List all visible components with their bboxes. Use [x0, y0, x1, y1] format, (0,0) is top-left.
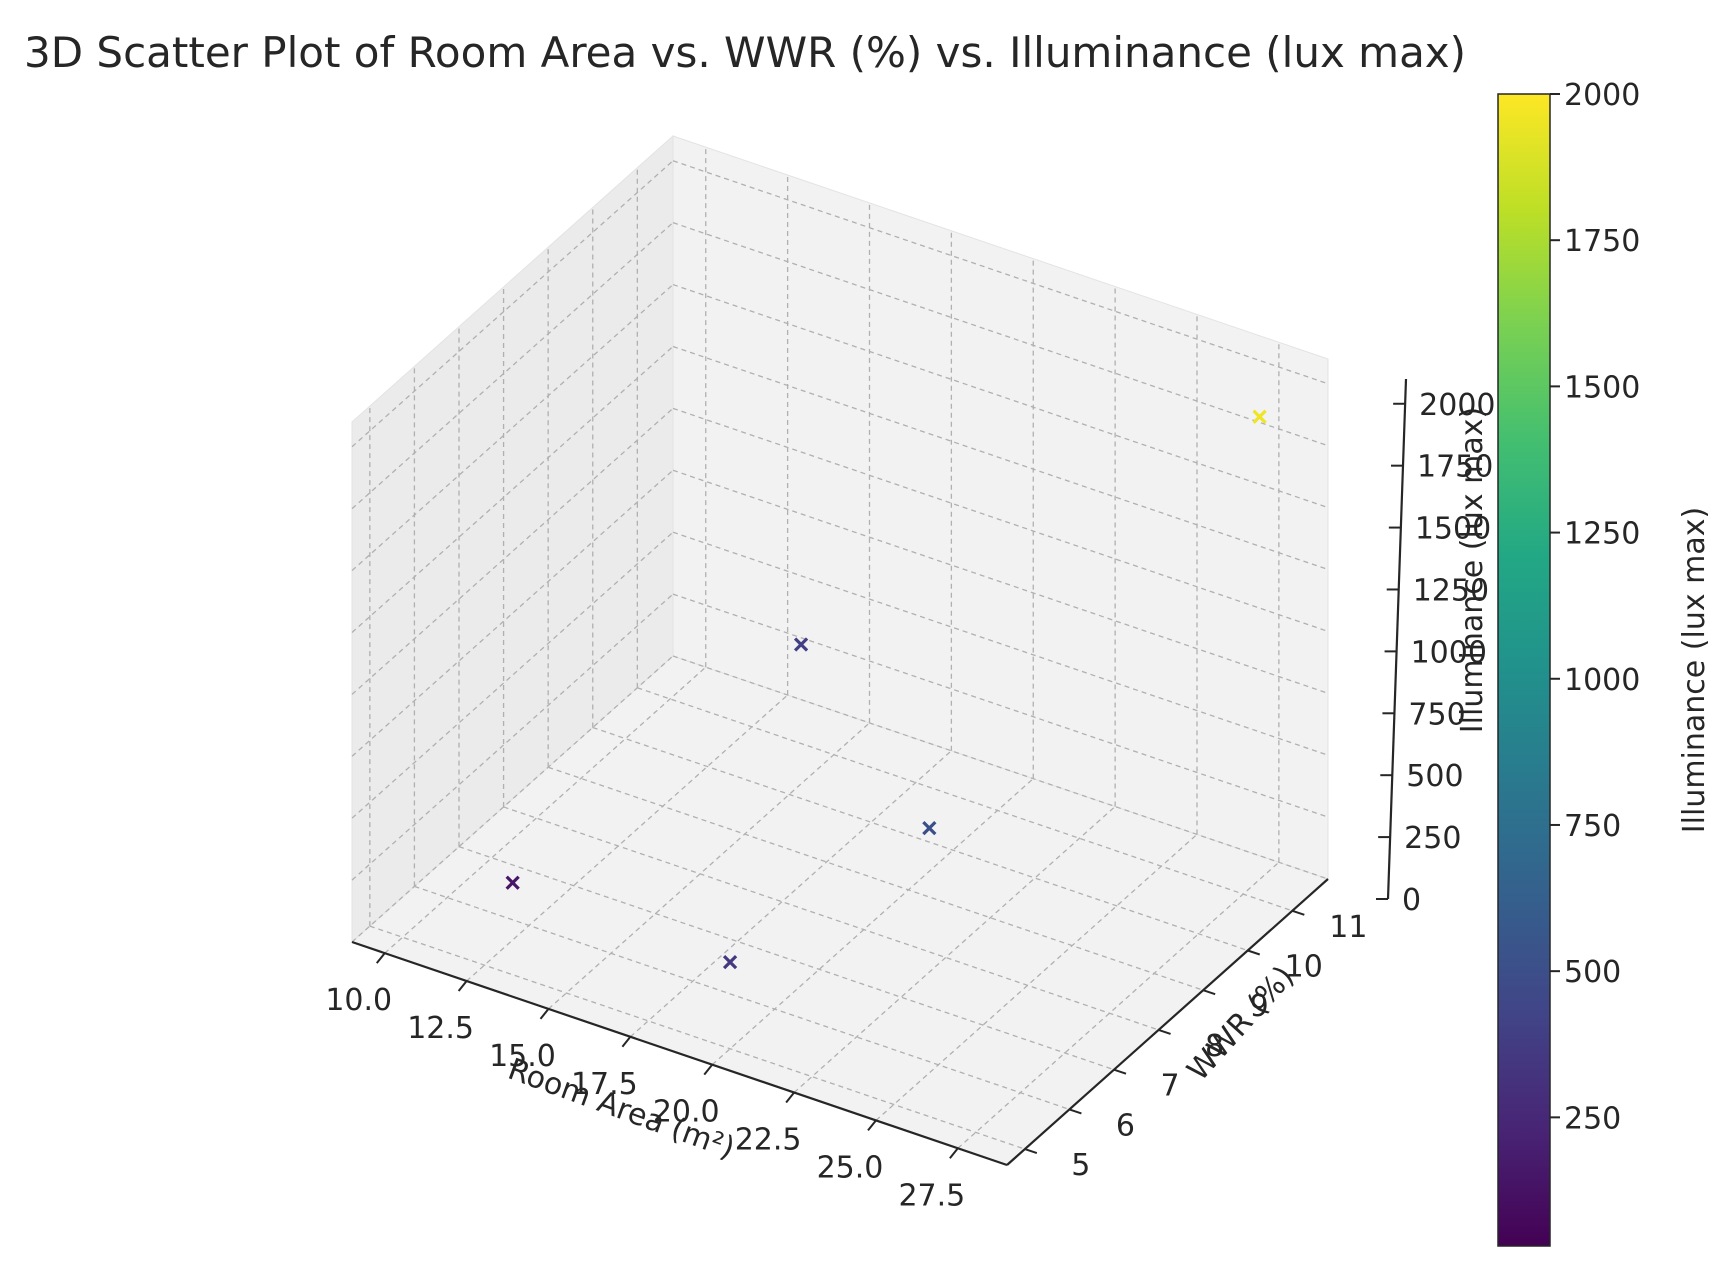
tick-labels: 10.012.515.017.520.022.525.027.556789101…: [325, 388, 1495, 1214]
y-tick-mark: [1024, 1148, 1038, 1155]
x-tick-label: 22.5: [735, 1123, 802, 1158]
x-tick-mark: [621, 1036, 632, 1048]
grid-line: [672, 531, 1329, 756]
data-point: [722, 954, 738, 970]
grid-line: [458, 846, 1115, 1071]
y-tick-label: 6: [1116, 1108, 1135, 1143]
grid-line: [672, 593, 1329, 818]
grid-line: [672, 222, 1329, 447]
z-axis-label: Illuminance (lux max): [1455, 407, 1490, 733]
x-tick-mark: [785, 1091, 795, 1104]
grid-line: [672, 160, 1329, 385]
colorbar-label: Illuminance (lux max): [1677, 507, 1712, 833]
grid-line: [547, 766, 1204, 991]
data-points: [505, 409, 1267, 970]
z-tick-label: 750: [1408, 697, 1465, 732]
colorbar-tick-label: 250: [1564, 1101, 1621, 1136]
grid-line: [592, 726, 1248, 952]
y-tick-label: 10: [1285, 950, 1323, 985]
x-tick-mark: [375, 952, 386, 964]
y-tick-label: 5: [1071, 1148, 1090, 1183]
x-tick-label: 17.5: [571, 1067, 638, 1102]
grid-line: [672, 469, 1329, 694]
chart-title: 3D Scatter Plot of Room Area vs. WWR (%)…: [24, 28, 1467, 77]
colorbar-tick-label: 750: [1564, 809, 1621, 844]
grid-line: [369, 925, 1026, 1150]
grid-lines: [351, 147, 1329, 1150]
x-tick-mark: [703, 1064, 714, 1076]
y-tick-label: 8: [1205, 1029, 1224, 1064]
colorbar: 250 500 750 1000 1250 1500 1750 2000 Illuminanc…: [1497, 78, 1712, 1247]
y-tick-mark: [1292, 909, 1305, 916]
y-tick-mark: [1069, 1108, 1082, 1115]
x-tick-label: 15.0: [489, 1039, 556, 1074]
colorbar-tick-label: 1000: [1564, 663, 1640, 698]
z-tick-label: 500: [1406, 759, 1463, 794]
grid-line: [503, 806, 1159, 1031]
colorbar-ticks: 250 500 750 1000 1250 1500 1750 2000: [1550, 78, 1640, 1136]
grid-line: [637, 687, 1293, 912]
x-axis-line: [351, 940, 1008, 1167]
data-point: [505, 875, 520, 890]
colorbar-tick-label: 500: [1564, 955, 1621, 990]
z-tick-label: 1000: [1411, 635, 1487, 670]
colorbar-tick-label: 2000: [1564, 78, 1640, 113]
z-tick-label: 0: [1402, 883, 1421, 918]
y-tick-mark: [1247, 949, 1261, 956]
grid-line: [672, 655, 1329, 880]
x-tick-mark: [457, 980, 468, 992]
axes-panes: [351, 134, 1329, 1166]
x-tick-mark: [539, 1008, 550, 1020]
colorbar-tick-label: 1250: [1564, 517, 1640, 552]
colorbar-tick-label: 1500: [1564, 370, 1640, 405]
x-tick-mark: [949, 1147, 959, 1159]
x-tick-label: 27.5: [898, 1178, 965, 1213]
z-tick-label: 250: [1404, 821, 1461, 856]
z-tick-label: 1500: [1415, 512, 1491, 547]
grid-line: [672, 283, 1329, 509]
data-point: [793, 637, 809, 652]
grid-line: [414, 885, 1070, 1111]
x-tick-mark: [867, 1119, 877, 1132]
y-tick-mark: [1113, 1068, 1127, 1075]
y-tick-label: 11: [1329, 910, 1367, 945]
z-tick-label: 1250: [1413, 573, 1489, 608]
x-tick-label: 10.0: [325, 983, 392, 1018]
y-tick-label: 7: [1160, 1069, 1179, 1104]
data-point: [922, 820, 937, 836]
data-point: [1252, 409, 1267, 424]
x-tick-label: 25.0: [817, 1150, 884, 1185]
z-tick-label: 2000: [1419, 388, 1495, 423]
y-tick-mark: [1158, 1028, 1171, 1035]
x-tick-label: 12.5: [407, 1011, 474, 1046]
colorbar-tick-label: 1750: [1564, 224, 1640, 259]
y-tick-mark: [1202, 989, 1216, 996]
grid-line: [672, 407, 1329, 632]
y-axis-line: [1006, 878, 1329, 1166]
colorbar-gradient: [1497, 93, 1551, 1247]
grid-line: [672, 345, 1329, 571]
z-tick-label: 1750: [1417, 450, 1493, 485]
y-tick-label: 9: [1250, 989, 1269, 1024]
x-tick-label: 20.0: [653, 1095, 720, 1130]
